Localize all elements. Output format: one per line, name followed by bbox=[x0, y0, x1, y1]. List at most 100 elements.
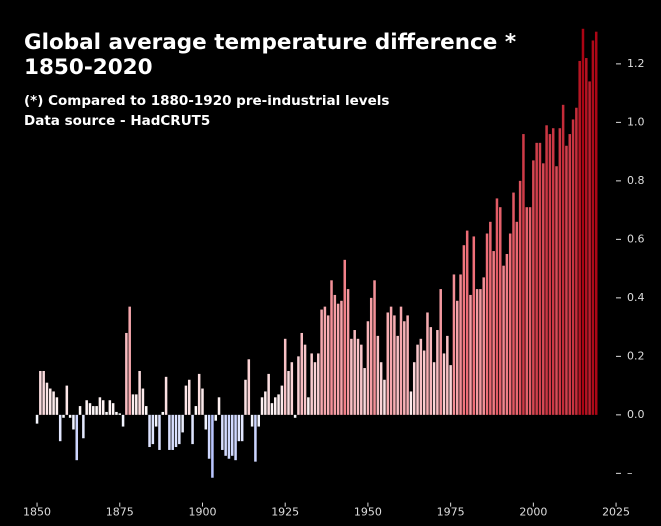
bar bbox=[168, 414, 171, 450]
bar bbox=[568, 134, 572, 415]
bar bbox=[171, 414, 174, 450]
bar bbox=[108, 400, 112, 415]
bar bbox=[373, 280, 376, 415]
bar bbox=[518, 180, 522, 415]
bar bbox=[489, 221, 492, 415]
bar bbox=[307, 397, 310, 415]
bar bbox=[49, 388, 52, 415]
bar bbox=[379, 362, 383, 415]
bar bbox=[283, 338, 287, 415]
bar bbox=[105, 411, 108, 415]
bar bbox=[204, 414, 208, 430]
bar bbox=[78, 406, 82, 415]
bar bbox=[92, 406, 95, 415]
bar bbox=[191, 414, 194, 445]
bar bbox=[300, 332, 304, 415]
bar bbox=[383, 379, 386, 415]
bar bbox=[475, 289, 479, 415]
bar bbox=[565, 145, 568, 415]
bar bbox=[386, 312, 390, 415]
bar bbox=[406, 315, 409, 415]
bar bbox=[227, 414, 231, 459]
bar bbox=[138, 370, 141, 415]
bar bbox=[353, 330, 356, 415]
bar bbox=[98, 397, 102, 415]
bar bbox=[95, 406, 98, 415]
bar bbox=[128, 306, 131, 415]
x-tick-label: 2025 bbox=[602, 506, 630, 519]
bar bbox=[201, 388, 204, 415]
y-tick-label: 1.2 bbox=[627, 57, 645, 70]
bar bbox=[297, 356, 300, 415]
chart-subtitle: (*) Compared to 1880-1920 pre-industrial… bbox=[24, 93, 390, 109]
bar bbox=[528, 207, 532, 415]
bar bbox=[141, 388, 145, 415]
bar bbox=[75, 414, 79, 461]
bar bbox=[121, 414, 125, 427]
bar bbox=[469, 294, 472, 415]
bar bbox=[197, 373, 201, 415]
bar bbox=[416, 344, 419, 415]
x-tick-label: 1975 bbox=[437, 506, 465, 519]
bar bbox=[257, 414, 260, 427]
bar bbox=[72, 414, 75, 430]
bar bbox=[492, 251, 495, 415]
bar bbox=[512, 192, 515, 415]
bar bbox=[346, 289, 350, 415]
x-tick-label: 1875 bbox=[106, 506, 134, 519]
bar bbox=[551, 128, 555, 415]
bar bbox=[535, 142, 538, 415]
bar bbox=[280, 385, 284, 415]
bar bbox=[58, 414, 62, 442]
bar bbox=[135, 394, 138, 415]
y-tick-label: 0.8 bbox=[627, 174, 645, 187]
bar bbox=[174, 414, 178, 448]
bar bbox=[360, 344, 363, 415]
bar bbox=[333, 294, 337, 415]
bar bbox=[151, 414, 155, 445]
bar bbox=[555, 166, 558, 415]
bar bbox=[264, 391, 267, 415]
bar bbox=[187, 379, 191, 415]
bar bbox=[250, 414, 254, 427]
bar bbox=[452, 274, 456, 415]
bar bbox=[499, 207, 502, 415]
bar bbox=[485, 233, 489, 415]
bar bbox=[330, 280, 333, 415]
bar bbox=[455, 300, 459, 415]
bar bbox=[194, 406, 198, 415]
bar bbox=[184, 385, 188, 415]
bar bbox=[224, 414, 227, 456]
bar bbox=[326, 315, 330, 415]
bar bbox=[154, 414, 158, 427]
bar bbox=[343, 259, 347, 415]
bar bbox=[575, 107, 578, 415]
bar bbox=[125, 332, 128, 415]
bar bbox=[267, 373, 270, 415]
bar bbox=[429, 327, 433, 415]
y-tick-label: 0.2 bbox=[627, 349, 645, 362]
y-tick-label: 1.0 bbox=[627, 115, 645, 128]
bar bbox=[581, 28, 585, 415]
bar bbox=[340, 300, 343, 415]
bar bbox=[412, 362, 416, 415]
bar bbox=[115, 411, 118, 415]
bar bbox=[65, 385, 69, 415]
bar bbox=[237, 414, 241, 442]
bar bbox=[522, 134, 525, 415]
bar bbox=[240, 414, 244, 442]
bar bbox=[231, 414, 234, 456]
data-source: Data source - HadCRUT5 bbox=[24, 113, 211, 129]
y-tick-label: – bbox=[627, 466, 633, 479]
bar bbox=[290, 362, 294, 415]
bar bbox=[594, 31, 598, 415]
bar bbox=[432, 362, 436, 415]
bar bbox=[68, 414, 72, 418]
x-tick-label: 1925 bbox=[271, 506, 299, 519]
y-tick-label: 0.0 bbox=[627, 408, 645, 421]
bar bbox=[214, 414, 217, 421]
bar bbox=[409, 391, 413, 415]
bar bbox=[234, 414, 237, 461]
bar bbox=[558, 128, 562, 415]
